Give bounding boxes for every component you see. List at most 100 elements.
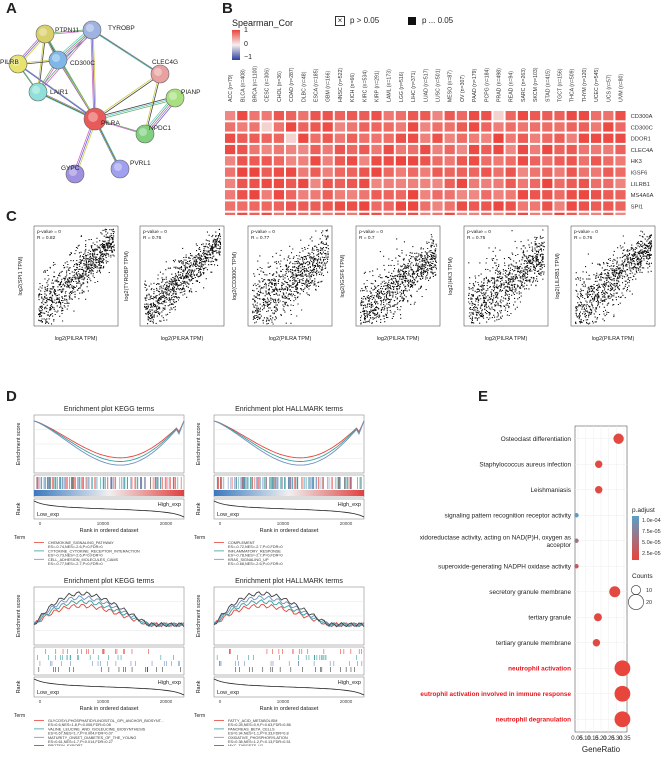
dotplot-term-label: secretory granule membrane [489, 589, 571, 596]
gsea-term-title: Term [194, 713, 205, 719]
panel-letter-e: E [478, 388, 489, 405]
gsea-es-curve [33, 420, 185, 466]
heatmap-cell [334, 190, 345, 200]
heatmap-cell [286, 178, 297, 189]
heatmap-cell [554, 167, 565, 177]
scatter-r-value: R = 0.76 [143, 235, 162, 241]
heatmap-colorbar [232, 30, 240, 60]
network-edge [94, 73, 160, 119]
scatter-pvalue: p-value = 0 [143, 229, 167, 235]
heatmap-cell [493, 178, 504, 189]
dotplot-term-label: tertiary granule [528, 615, 571, 622]
gsea-term-text: ES=-0.73,NES=-2.6,P=0,FDR=0 [48, 554, 103, 558]
heatmap-cell [371, 201, 382, 211]
heatmap-cell [566, 122, 577, 132]
heatmap-cell [273, 133, 284, 143]
heatmap-cell [371, 178, 382, 189]
gsea-es-curve [33, 420, 185, 462]
heatmap-cell [432, 212, 443, 215]
gsea-term-text: ES=0.34,NES=1.1,P=0.33,FDR=0.8 [228, 732, 289, 736]
heatmap-cell [530, 190, 541, 200]
network-edge [37, 91, 95, 119]
heatmap-column-label: DLBC (n=48) [301, 71, 307, 102]
heatmap-cell [322, 201, 333, 211]
heatmap-cell [261, 156, 272, 166]
heatmap-cell [408, 122, 419, 132]
sig-box-icon [408, 17, 416, 25]
gsea-es-curve [213, 420, 365, 459]
heatmap-cell [359, 144, 370, 155]
network-node [135, 124, 155, 144]
gsea-term-text: ES=0.6,NES=1.8,P=0.006,FDR=0.08 [48, 723, 111, 727]
heatmap-cell [456, 144, 467, 155]
network-node [82, 20, 102, 40]
gsea-title: Enrichment plot HALLMARK terms [235, 406, 343, 413]
network-node-highlight [168, 91, 178, 101]
heatmap-cell [420, 156, 431, 166]
dotplot-dot [614, 711, 631, 728]
dotplot-xlabel: GeneRatio [582, 745, 621, 754]
dotplot-dot [614, 660, 631, 677]
gsea-term-text: CYTOKINE_CYTOKINE_RECEPTOR_INTERACTION [48, 549, 140, 553]
scatter-pvalue: p-value = 0 [251, 229, 275, 235]
heatmap-cell [530, 144, 541, 155]
heatmap-cell [615, 133, 626, 143]
heatmap-cell [286, 156, 297, 166]
heatmap-cell [310, 111, 321, 121]
panel-letter-c: C [6, 208, 17, 225]
heatmap-cell [359, 111, 370, 121]
heatmap-cell [542, 212, 553, 215]
network-node-label: CD300C [70, 60, 95, 67]
heatmap-cell [493, 111, 504, 121]
colorbar-tick-1: 1 [244, 27, 248, 34]
network-node-highlight [38, 27, 48, 37]
heatmap-cell [408, 156, 419, 166]
gsea-xlabel: Rank in ordered dataset [80, 528, 139, 534]
dotplot-dot [574, 564, 579, 569]
heatmap-cell [566, 201, 577, 211]
dotplot-term-label-2: acceptor [546, 542, 571, 549]
heatmap-cell [481, 122, 492, 132]
heatmap-cell [456, 190, 467, 200]
gsea-low-label: Low_exp [217, 690, 239, 696]
heatmap-row-label: IGSF6 [631, 171, 648, 177]
scatter-x-label: log2(PILRA TPM) [377, 336, 420, 342]
heatmap-cell [273, 201, 284, 211]
network-node [48, 50, 68, 70]
heatmap-cell [554, 178, 565, 189]
heatmap-cell [334, 144, 345, 155]
heatmap-cell [237, 190, 248, 200]
heatmap-cell [566, 190, 577, 200]
heatmap-cell [578, 212, 589, 215]
padj-colorbar [632, 516, 639, 560]
heatmap-cell [554, 201, 565, 211]
heatmap-cell [395, 201, 406, 211]
network-edge [91, 29, 96, 120]
colorbar-tick-neg1: −1 [244, 54, 252, 61]
heatmap-cell [456, 156, 467, 166]
colorbar-tick-0: 0 [244, 41, 248, 48]
gsea-xtick: 20000 [160, 699, 173, 704]
heatmap-cell [481, 133, 492, 143]
heatmap-cell [249, 190, 260, 200]
heatmap-cell [249, 167, 260, 177]
heatmap-cell [578, 201, 589, 211]
heatmap-cell [505, 156, 516, 166]
heatmap-cell [225, 122, 236, 132]
heatmap-cell [615, 167, 626, 177]
heatmap-cell [395, 212, 406, 215]
network-node-highlight [88, 112, 98, 122]
heatmap-cell [322, 178, 333, 189]
network-edge [96, 98, 177, 121]
heatmap-cell [359, 201, 370, 211]
heatmap-cell [444, 111, 455, 121]
heatmap-cell [261, 190, 272, 200]
dotplot-dot [595, 460, 603, 468]
network-node-label: TYROBP [108, 25, 135, 32]
scatter-x-label: log2(PILRA TPM) [161, 336, 204, 342]
network-node-label: NPDC1 [149, 125, 171, 132]
heatmap-cell [408, 178, 419, 189]
network-node-label: PTPN11 [55, 27, 79, 34]
heatmap-cell [566, 144, 577, 155]
gsea-es-curve [33, 420, 185, 459]
